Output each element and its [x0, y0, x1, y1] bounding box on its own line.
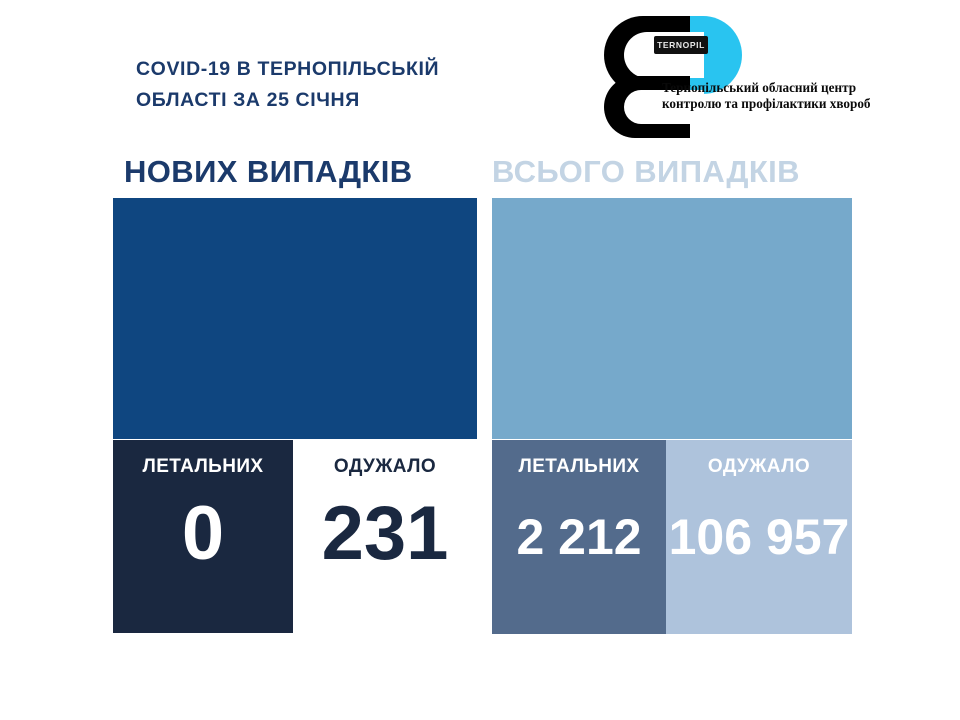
stat-card-total-deaths: ЛЕТАЛЬНИХ 2 212 [492, 440, 666, 634]
stat-card-new-recovered: ОДУЖАЛО 231 [293, 440, 477, 633]
stat-value-total-deaths: 2 212 [516, 509, 642, 565]
section-heading-new-cases: НОВИХ ВИПАДКІВ [124, 154, 413, 189]
logo-city-badge: TERNOPIL [654, 36, 708, 54]
stat-value-new-deaths: 0 [181, 491, 225, 576]
stat-card-total-cases: 118 617 [492, 198, 852, 554]
page-title-line-2: ОБЛАСТІ ЗА 25 СІЧНЯ [136, 89, 360, 111]
organization-logo: TERNOPIL Тернопільський обласний центр к… [600, 14, 900, 144]
stat-card-new-deaths: ЛЕТАЛЬНИХ 0 [113, 440, 293, 633]
section-heading-total-cases: ВСЬОГО ВИПАДКІВ [492, 154, 800, 189]
stat-value-total-recovered: 106 957 [668, 509, 850, 565]
stat-label-total-recovered: ОДУЖАЛО [707, 456, 811, 477]
stat-value-new-recovered: 231 [321, 491, 449, 576]
stat-card-total-recovered: ОДУЖАЛО 106 957 [666, 440, 852, 634]
logo-c-bottom-counter [624, 90, 704, 124]
cdc-logo-mark-icon: TERNOPIL [604, 14, 744, 139]
stat-label-new-deaths: ЛЕТАЛЬНИХ [142, 456, 264, 477]
stat-label-total-deaths: ЛЕТАЛЬНИХ [518, 456, 640, 477]
stat-label-new-recovered: ОДУЖАЛО [333, 456, 437, 477]
page-title: COVID-19 В ТЕРНОПІЛЬСЬКІЙ ОБЛАСТІ ЗА 25 … [136, 54, 556, 116]
header-area: COVID-19 В ТЕРНОПІЛЬСЬКІЙ ОБЛАСТІ ЗА 25 … [0, 0, 960, 150]
organization-name: Тернопільський обласний центр контролю т… [662, 80, 871, 111]
stat-card-new-cases: 889 [113, 198, 477, 584]
page-title-line-1: COVID-19 В ТЕРНОПІЛЬСЬКІЙ [136, 58, 440, 80]
